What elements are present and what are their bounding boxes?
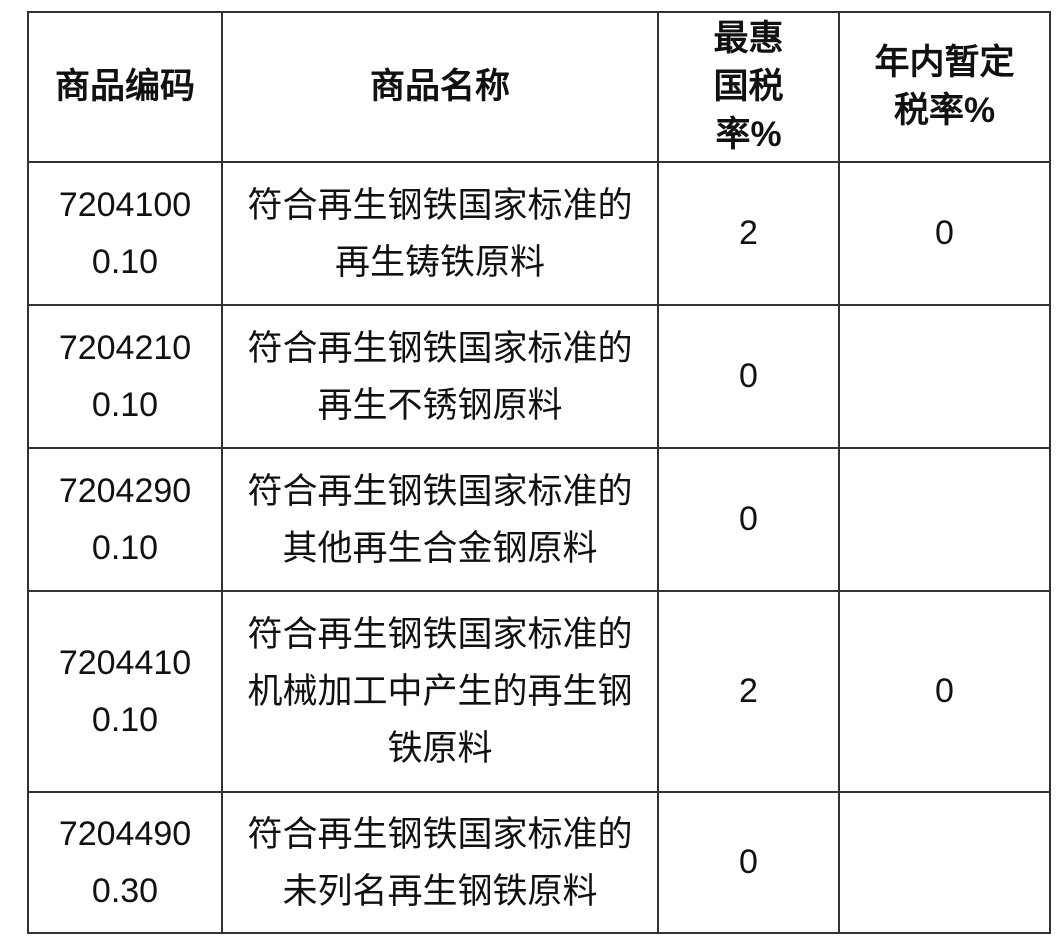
- mfn-cell: 0: [657, 447, 840, 592]
- name-cell: 符合再生钢铁国家标准的再生不锈钢原料: [221, 304, 659, 449]
- code-cell: 72041000.10: [27, 161, 223, 306]
- header-code: 商品编码: [27, 11, 223, 163]
- name-cell: 符合再生钢铁国家标准的其他再生合金钢原料: [221, 447, 659, 592]
- table-row: 72044100.10 符合再生钢铁国家标准的机械加工中产生的再生钢铁原料 2 …: [27, 590, 1051, 793]
- name-cell: 符合再生钢铁国家标准的再生铸铁原料: [221, 161, 659, 306]
- provisional-cell: 0: [838, 590, 1051, 793]
- header-provisional-rate: 年内暂定税率%: [838, 11, 1051, 163]
- table-row: 72042900.10 符合再生钢铁国家标准的其他再生合金钢原料 0: [27, 447, 1051, 592]
- table-row: 72042100.10 符合再生钢铁国家标准的再生不锈钢原料 0: [27, 304, 1051, 449]
- mfn-cell: 2: [657, 161, 840, 306]
- provisional-cell: [838, 447, 1051, 592]
- mfn-cell: 0: [657, 791, 840, 934]
- code-cell: 72044100.10: [27, 590, 223, 793]
- header-row: 商品编码 商品名称 最惠国税率% 年内暂定税率%: [27, 11, 1051, 163]
- provisional-cell: [838, 791, 1051, 934]
- table-row: 72041000.10 符合再生钢铁国家标准的再生铸铁原料 2 0: [27, 161, 1051, 306]
- provisional-cell: [838, 304, 1051, 449]
- header-name: 商品名称: [221, 11, 659, 163]
- tariff-table: 商品编码 商品名称 最惠国税率% 年内暂定税率% 72041000.10 符合再…: [27, 11, 1051, 934]
- mfn-cell: 0: [657, 304, 840, 449]
- header-mfn-rate: 最惠国税率%: [657, 11, 840, 163]
- table-row: 72044900.30 符合再生钢铁国家标准的未列名再生钢铁原料 0: [27, 791, 1051, 934]
- code-cell: 72044900.30: [27, 791, 223, 934]
- name-cell: 符合再生钢铁国家标准的未列名再生钢铁原料: [221, 791, 659, 934]
- mfn-cell: 2: [657, 590, 840, 793]
- code-cell: 72042900.10: [27, 447, 223, 592]
- code-cell: 72042100.10: [27, 304, 223, 449]
- provisional-cell: 0: [838, 161, 1051, 306]
- name-cell: 符合再生钢铁国家标准的机械加工中产生的再生钢铁原料: [221, 590, 659, 793]
